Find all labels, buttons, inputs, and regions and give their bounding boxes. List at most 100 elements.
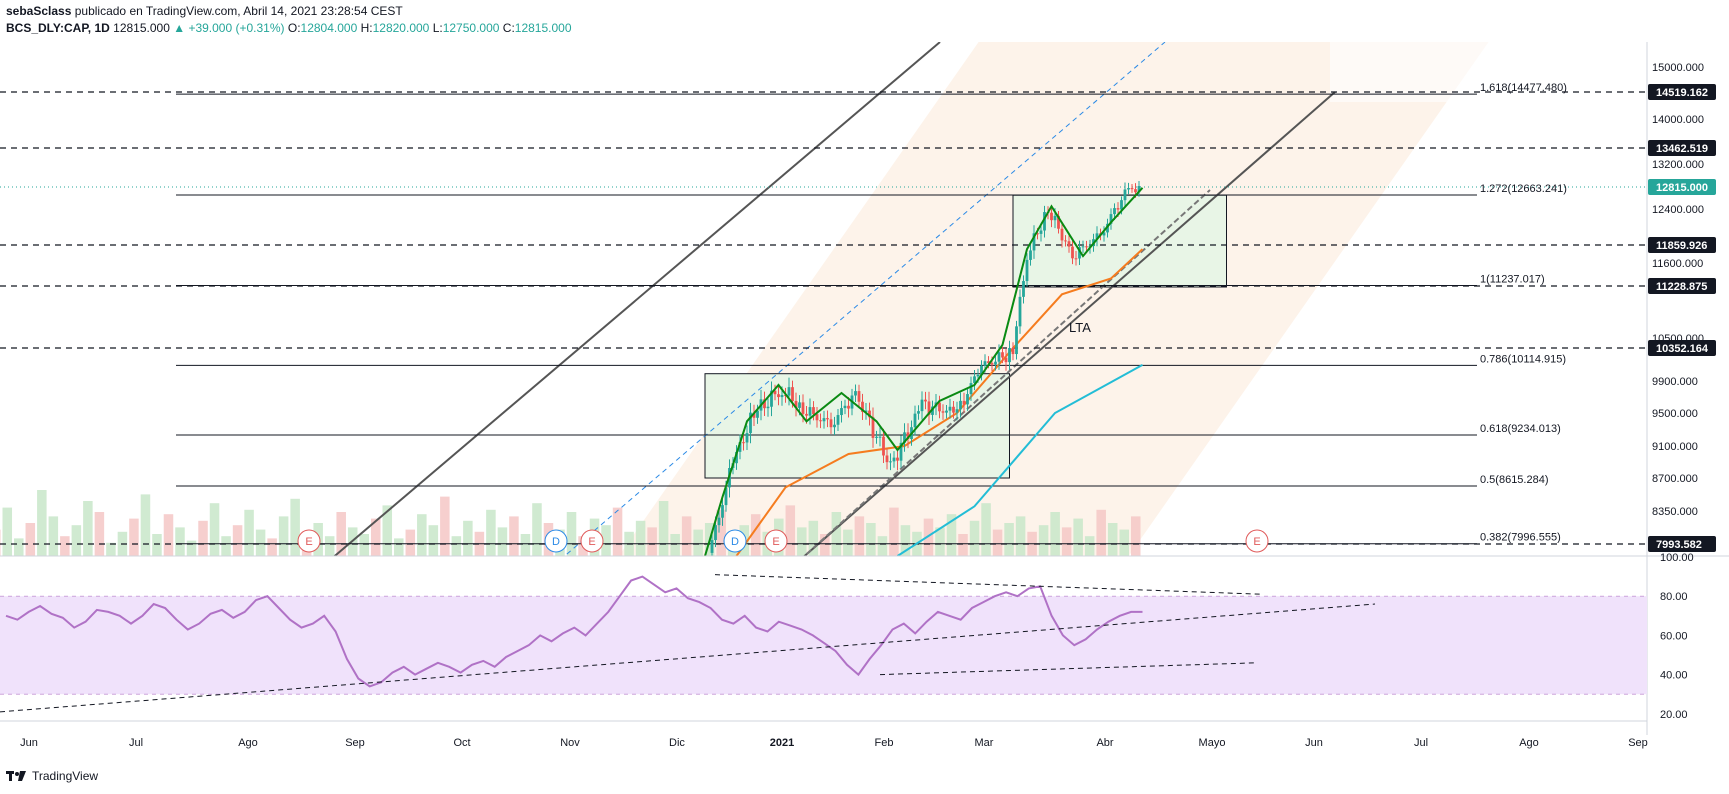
candle-body bbox=[913, 413, 917, 428]
low-value: 12750.000 bbox=[442, 21, 500, 35]
volume-bar bbox=[106, 542, 116, 556]
close-key: C: bbox=[502, 21, 515, 35]
fib-level-label: 1.618(14477.480) bbox=[1480, 82, 1567, 94]
candle-body bbox=[1095, 233, 1099, 240]
candle-body bbox=[847, 405, 850, 409]
candle-body bbox=[1078, 247, 1081, 259]
volume-bar bbox=[1061, 527, 1072, 556]
time-axis-tick: Mayo bbox=[1199, 737, 1226, 749]
range-box bbox=[1012, 194, 1227, 288]
candle-body bbox=[829, 419, 833, 428]
volume-bar bbox=[221, 536, 231, 556]
price-axis-tick: 15000.000 bbox=[1652, 62, 1704, 74]
range-box bbox=[704, 373, 1010, 479]
volume-bar bbox=[417, 514, 427, 556]
volume-bar bbox=[658, 501, 669, 556]
high-key: H: bbox=[360, 21, 373, 35]
volume-bar bbox=[935, 527, 945, 556]
candle-body bbox=[822, 418, 826, 422]
candle-body bbox=[980, 365, 983, 375]
channel-mid-dashed-line bbox=[563, 42, 1166, 556]
rsi-axis-tick: 80.00 bbox=[1660, 591, 1688, 603]
candle-body bbox=[969, 383, 973, 395]
tradingview-icon bbox=[6, 771, 26, 781]
rsi-resistance-trendline bbox=[714, 574, 1263, 595]
candle-body bbox=[966, 394, 969, 405]
candle-body bbox=[857, 391, 861, 402]
lta-annotation: LTA bbox=[1069, 320, 1091, 335]
rsi-pane bbox=[0, 574, 1647, 713]
volume-bar bbox=[1119, 529, 1129, 556]
price-label-text: 11228.875 bbox=[1656, 281, 1707, 293]
rsi-axis-tick: 100.00 bbox=[1660, 552, 1694, 564]
candle-body bbox=[1036, 233, 1039, 235]
dividend-marker-label: D bbox=[552, 536, 560, 548]
author-name: sebaSclass bbox=[6, 4, 72, 18]
dividend-marker bbox=[544, 529, 568, 553]
channel-upper-line bbox=[333, 42, 941, 556]
volume-bar bbox=[336, 512, 346, 556]
candle-body bbox=[885, 455, 889, 463]
volume-bar bbox=[889, 507, 899, 556]
candle-body bbox=[990, 363, 994, 365]
volume-bar bbox=[370, 518, 381, 556]
earnings-marker bbox=[297, 529, 321, 553]
volume-bar bbox=[255, 529, 266, 556]
price-label-tag bbox=[1648, 140, 1716, 156]
candle-body bbox=[1081, 246, 1085, 248]
price-axis-tick: 11600.000 bbox=[1652, 258, 1703, 270]
fib-level-label: 1(11237.017) bbox=[1480, 273, 1545, 285]
volume-bar bbox=[647, 527, 657, 556]
candle-body bbox=[1120, 200, 1123, 210]
time-axis-tick: Jul bbox=[129, 737, 143, 749]
candle-body bbox=[976, 374, 980, 377]
fib-level-label: 1.272(12663.241) bbox=[1480, 183, 1567, 195]
time-axis-tick: Dic bbox=[669, 737, 685, 749]
earnings-marker bbox=[1245, 529, 1269, 553]
candle-body bbox=[836, 415, 840, 425]
candle-body bbox=[1085, 246, 1088, 248]
candle-body bbox=[864, 410, 868, 412]
tradingview-logo[interactable]: TradingView bbox=[6, 769, 98, 783]
time-axis-tick: Jun bbox=[20, 737, 38, 749]
candle-body bbox=[756, 410, 759, 418]
volume-bar bbox=[198, 520, 208, 556]
candle-body bbox=[903, 432, 906, 443]
candle-body bbox=[941, 411, 945, 413]
volume-bar bbox=[486, 509, 496, 556]
volume-bar bbox=[981, 503, 991, 556]
main-pane bbox=[0, 42, 1647, 556]
chart-header: sebaSclass publicado en TradingView.com,… bbox=[6, 4, 572, 36]
volume-bar bbox=[14, 538, 24, 556]
volume-bar bbox=[94, 512, 105, 556]
price-axis-tick: 8700.000 bbox=[1652, 473, 1698, 485]
volume-bar bbox=[716, 509, 726, 556]
volume-bar bbox=[290, 498, 300, 556]
volume-bar bbox=[831, 512, 842, 556]
volume-bar bbox=[152, 534, 162, 556]
candle-body bbox=[1050, 212, 1053, 221]
candle-body bbox=[777, 394, 780, 398]
volume-bar bbox=[923, 518, 934, 556]
candle-body bbox=[920, 399, 924, 412]
candle-body bbox=[938, 402, 941, 412]
earnings-marker-label: E bbox=[1253, 536, 1260, 548]
candle-body bbox=[945, 410, 948, 413]
time-axis-tick: Feb bbox=[875, 737, 894, 749]
candle-body bbox=[826, 418, 829, 420]
candle-body bbox=[952, 406, 955, 413]
time-axis-tick: 2021 bbox=[770, 737, 794, 749]
candle-body bbox=[1102, 232, 1106, 236]
volume-bar bbox=[359, 534, 369, 556]
volume-bar bbox=[37, 490, 47, 556]
candle-body bbox=[749, 412, 752, 434]
candle-body bbox=[805, 413, 808, 416]
candle-body bbox=[889, 461, 892, 463]
candle-body bbox=[1029, 250, 1032, 260]
candle-body bbox=[1134, 189, 1137, 193]
volume-bar bbox=[1096, 509, 1106, 556]
candle-body bbox=[843, 405, 847, 409]
candle-body bbox=[987, 361, 990, 364]
volume-bar bbox=[186, 540, 197, 556]
